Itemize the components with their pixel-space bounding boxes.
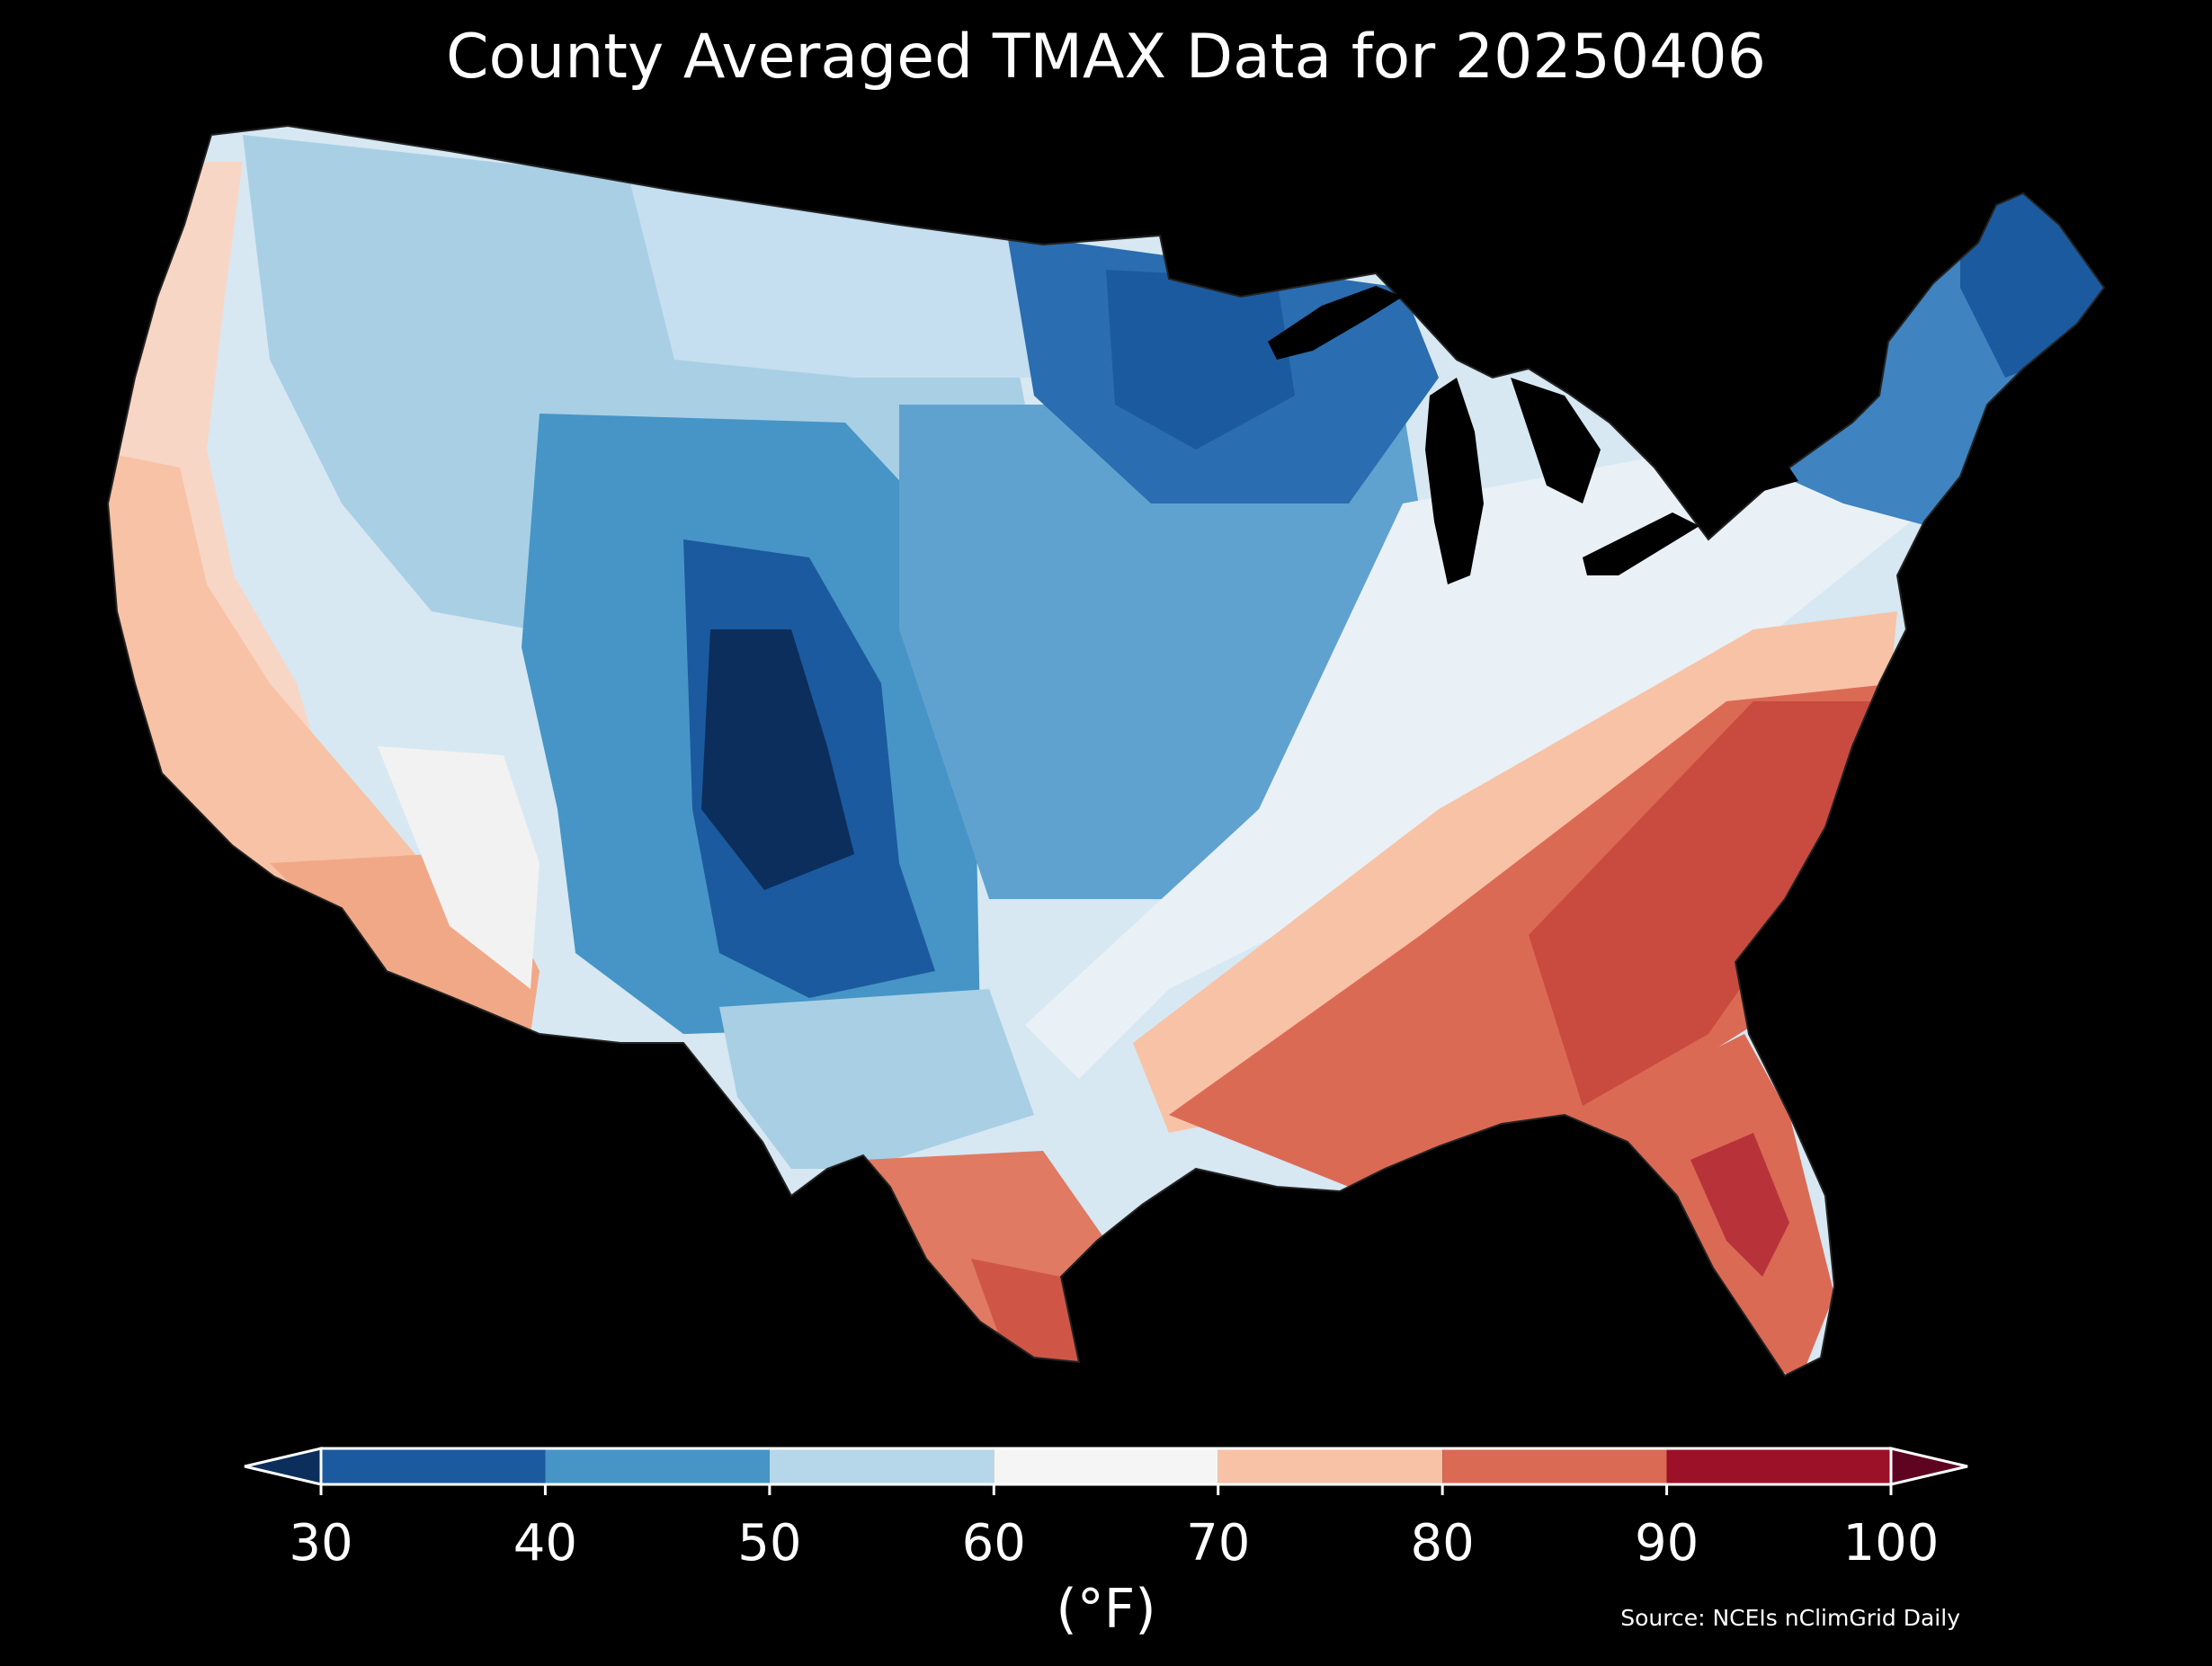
- map-title: County Averaged TMAX Data for 20250406: [446, 22, 1766, 93]
- colorbar-bins: [321, 1448, 1891, 1484]
- colorbar-tick-label: 30: [289, 1514, 352, 1572]
- colorbar-bin-40-50: [545, 1448, 770, 1484]
- colorbar-bin-60-70: [994, 1448, 1218, 1484]
- colorbar-bin-90-100: [1666, 1448, 1891, 1484]
- region-sw-white: [378, 746, 540, 989]
- region-carolinas: [1529, 701, 1870, 1106]
- region-minnesota-core: [1106, 270, 1295, 450]
- conus-outline: [106, 124, 2106, 1377]
- region-west-texas: [719, 989, 1034, 1169]
- colorbar-tick-label: 40: [513, 1514, 577, 1572]
- colorbar: 30 40 50 60 70 80 90 100 (°F): [244, 1447, 1968, 1641]
- colorbar-bin-30-40: [321, 1448, 546, 1484]
- region-florida-core: [1690, 1133, 1789, 1277]
- colorbar-tick-label: 60: [962, 1514, 1026, 1572]
- colorbar-bin-50-60: [769, 1448, 995, 1484]
- region-texas-rio: [971, 1259, 1079, 1367]
- region-florida: [1583, 1034, 1834, 1376]
- colorbar-unit-label: (°F): [1056, 1578, 1155, 1641]
- conus-choropleth: [108, 126, 2104, 1376]
- lake-erie: [1583, 512, 1699, 575]
- colorbar-tick-label: 70: [1186, 1514, 1250, 1572]
- colorbar-tick-label: 90: [1635, 1514, 1699, 1572]
- colorbar-tick-label: 80: [1411, 1514, 1475, 1572]
- colorbar-tick-label: 100: [1843, 1514, 1940, 1572]
- lake-ontario: [1726, 468, 1798, 499]
- great-lakes: [1268, 286, 1798, 584]
- colorbar-frame: [319, 1447, 1893, 1486]
- region-northern-plains: [629, 180, 1043, 378]
- colorbar-ticks: 30 40 50 60 70 80 90 100: [289, 1484, 1939, 1572]
- colorbar-under-arrow: [244, 1447, 323, 1486]
- region-ohio-valley: [1025, 414, 1933, 1079]
- lake-huron: [1511, 378, 1601, 503]
- colorbar-bin-70-80: [1217, 1448, 1443, 1484]
- lake-superior: [1268, 286, 1403, 360]
- region-colorado-core: [701, 629, 854, 890]
- colorbar-over-arrow: [1889, 1447, 1968, 1486]
- colorbar-tick-label: 50: [737, 1514, 801, 1572]
- colorbar-bin-80-90: [1442, 1448, 1667, 1484]
- lake-michigan: [1425, 378, 1484, 584]
- source-label: Source: NCEIs nClimGrid Daily: [1620, 1605, 1960, 1631]
- region-central-plains: [899, 405, 1439, 899]
